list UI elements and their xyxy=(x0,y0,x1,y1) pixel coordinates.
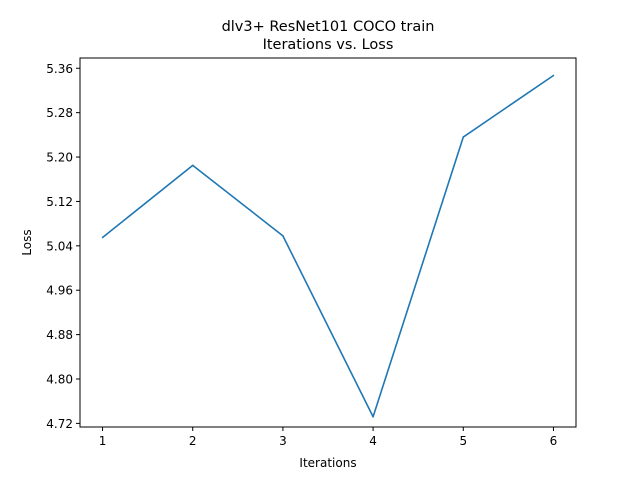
data-point xyxy=(552,74,555,77)
data-point xyxy=(372,415,374,418)
chart-title: dlv3+ ResNet101 COCO train xyxy=(222,19,435,35)
x-axis-label: Iterations xyxy=(299,456,356,470)
y-tick-label: 5.20 xyxy=(46,151,73,165)
x-tick-label: 3 xyxy=(279,434,287,448)
data-point xyxy=(101,236,104,239)
data-point xyxy=(191,164,194,167)
y-tick-label: 4.80 xyxy=(46,373,73,387)
y-tick-label: 5.28 xyxy=(46,106,73,120)
x-tick-label: 6 xyxy=(550,434,558,448)
y-tick-label: 5.04 xyxy=(46,239,73,253)
plot-frame xyxy=(79,57,577,428)
x-tick-label: 5 xyxy=(459,434,467,448)
y-tick-label: 5.36 xyxy=(46,62,73,76)
y-tick-label: 4.96 xyxy=(46,284,73,298)
data-point xyxy=(282,235,284,237)
y-axis-ticks: 4.72 4.80 4.88 4.96 5.04 5.12 5.20 5.28 5.36 xyxy=(46,62,80,431)
x-tick-label: 1 xyxy=(99,434,107,448)
data-point xyxy=(462,136,465,138)
y-tick-label: 4.72 xyxy=(46,417,73,431)
x-axis-ticks: 1 2 3 4 5 6 xyxy=(99,427,558,448)
y-tick-label: 5.12 xyxy=(46,195,73,209)
y-axis-label: Loss xyxy=(20,229,34,255)
plot-area xyxy=(80,58,576,427)
x-tick-label: 2 xyxy=(189,434,197,448)
plot-background xyxy=(80,58,576,427)
chart-subtitle: Iterations vs. Loss xyxy=(263,37,394,53)
series-layer xyxy=(101,74,555,418)
y-tick-label: 4.88 xyxy=(46,328,73,342)
x-tick-label: 4 xyxy=(369,434,377,448)
series-line xyxy=(102,74,554,418)
